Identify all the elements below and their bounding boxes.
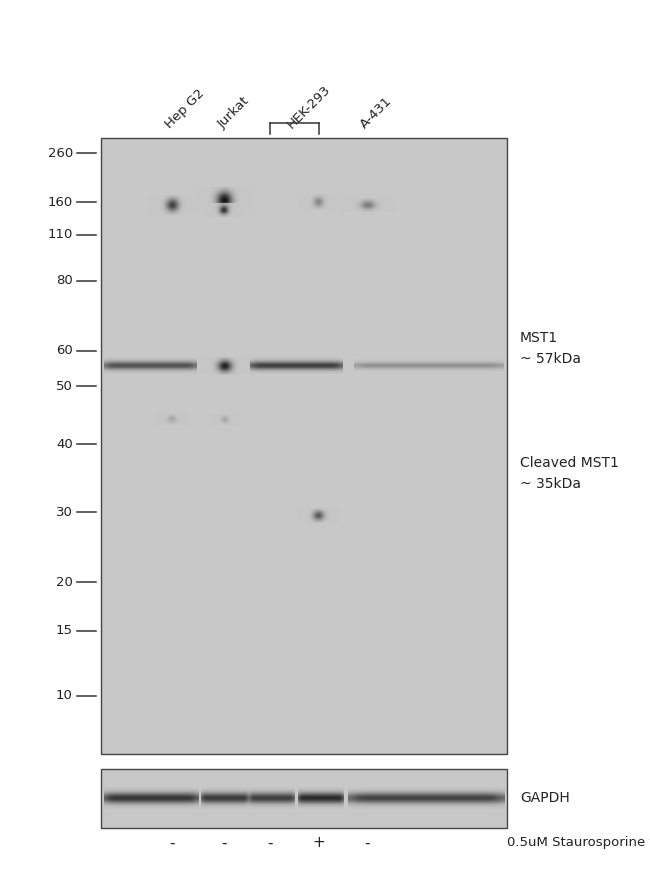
Text: A-431: A-431 — [358, 95, 395, 131]
Text: ~ 57kDa: ~ 57kDa — [520, 351, 581, 366]
Text: 30: 30 — [56, 506, 73, 518]
Text: MST1: MST1 — [520, 331, 558, 345]
Text: 60: 60 — [56, 344, 73, 357]
Text: -: - — [365, 836, 370, 850]
Text: 160: 160 — [47, 196, 73, 209]
Text: 110: 110 — [47, 228, 73, 241]
Text: 80: 80 — [56, 275, 73, 287]
Text: 260: 260 — [47, 147, 73, 160]
Text: -: - — [267, 836, 272, 850]
Text: GAPDH: GAPDH — [520, 791, 570, 805]
Text: +: + — [312, 836, 325, 850]
Text: 15: 15 — [56, 624, 73, 637]
Text: Cleaved MST1: Cleaved MST1 — [520, 456, 619, 470]
Text: ~ 35kDa: ~ 35kDa — [520, 476, 581, 491]
Text: -: - — [170, 836, 175, 850]
Text: 40: 40 — [56, 438, 73, 450]
Text: -: - — [222, 836, 227, 850]
Text: 20: 20 — [56, 576, 73, 589]
Text: 50: 50 — [56, 380, 73, 392]
Text: Jurkat: Jurkat — [215, 95, 252, 131]
FancyBboxPatch shape — [101, 769, 507, 828]
Text: Hep G2: Hep G2 — [163, 87, 207, 131]
Text: HEK-293: HEK-293 — [285, 83, 333, 131]
FancyBboxPatch shape — [101, 138, 507, 754]
Text: 10: 10 — [56, 690, 73, 702]
Text: 0.5uM Staurosporine for 3h: 0.5uM Staurosporine for 3h — [507, 837, 650, 849]
